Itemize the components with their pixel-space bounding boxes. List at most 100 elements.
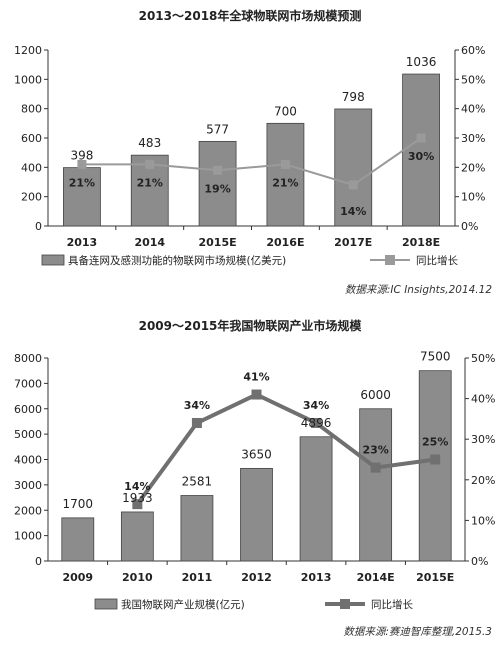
bar-value-label: 6000 [360,388,391,402]
x-tick-label: 2011 [182,571,213,584]
y-tick-label: 6000 [14,403,42,416]
bar [359,408,393,562]
chart-title: 2009～2015年我国物联网产业市场规模 [139,318,363,333]
x-tick-label: 2015E [199,236,237,249]
y2-tick-label: 20% [461,161,485,174]
bar-value-label: 398 [70,149,93,163]
bar [402,73,440,227]
chart-1: 2013～2018年全球物联网市场规模预测 0 200 400 600 800 1000 12… [14,8,492,296]
growth-label: 21% [69,176,95,189]
legend-bar-label: 我国物联网产业规模(亿元) [121,598,245,611]
x-tick-label: 2013 [301,571,332,584]
x-tick-label: 2014E [357,571,395,584]
growth-label: 25% [422,436,448,449]
growth-marker [145,159,155,169]
source-note: 数据来源:赛迪智库整理,2015.3 [343,626,492,638]
bar [334,108,373,227]
x-tick-label: 2015E [416,571,454,584]
chart-title: 2013～2018年全球物联网市场规模预测 [139,8,362,23]
growth-marker [77,159,87,169]
y2-tick-label: 50% [471,352,495,365]
bar [180,495,214,562]
growth-line [81,137,422,187]
growth-marker [213,165,223,175]
bar-value-label: 483 [138,136,161,150]
growth-label: 41% [243,371,269,384]
growth-label: 14% [124,480,150,493]
growth-label: 14% [340,205,366,218]
y2-tick-label: 40% [461,103,485,116]
growth-marker [191,417,202,428]
y2-tick-label: 40% [471,393,495,406]
growth-label: 30% [408,150,434,163]
growth-label: 19% [204,182,230,195]
growth-label: 34% [303,399,329,412]
growth-line [135,392,436,506]
bar [198,140,237,227]
growth-label: 23% [362,444,388,457]
legend-line-marker [340,599,350,609]
bar [240,467,273,562]
x-tick-label: 2009 [62,571,93,584]
legend-bar-swatch [41,254,65,266]
y2-tick-label: 20% [471,474,495,487]
y-tick-label: 4000 [14,454,42,467]
y-tick-label: 1000 [14,73,42,86]
legend-line-label: 同比增长 [416,254,458,267]
y-tick-label: 400 [21,161,42,174]
bar [61,517,95,562]
legend-bar-swatch [94,598,118,610]
growth-marker [280,159,290,169]
y2-tick-label: 0% [461,220,478,233]
growth-marker [311,417,322,428]
growth-marker [132,499,143,510]
source-note: 数据来源:IC Insights,2014.12 [345,284,492,296]
growth-marker [348,180,358,190]
legend-line-marker [385,255,395,265]
y2-tick-label: 30% [471,433,495,446]
bar [63,167,101,227]
y-tick-label: 0 [35,555,42,568]
x-tick-label: 2014 [134,236,165,249]
growth-marker [416,133,426,143]
legend: 我国物联网产业规模(亿元) 同比增长 [94,598,413,611]
y-tick-label: 1000 [14,530,42,543]
growth-label: 21% [137,176,163,189]
x-tick-label: 2013 [67,236,98,249]
y-tick-label: 600 [21,132,42,145]
y2-tick-label: 0% [471,555,488,568]
y2-tick-label: 60% [461,44,485,57]
legend-bar-label: 具备连网及感测功能的物联网市场规模(亿美元) [68,254,286,267]
chart-2: 2009～2015年我国物联网产业市场规模 0 1000 2000 3000 4000 50… [14,318,495,638]
growth-marker [370,462,381,473]
y-tick-label: 2000 [14,504,42,517]
bar [266,122,305,227]
y-tick-label: 8000 [14,352,42,365]
legend-line-label: 同比增长 [371,598,413,611]
x-tick-label: 2012 [241,571,272,584]
y2-tick-label: 10% [471,514,495,527]
x-tick-label: 2010 [122,571,153,584]
bar-value-label: 798 [342,90,365,104]
y-tick-label: 1200 [14,44,42,57]
y2-tick-label: 30% [461,132,485,145]
growth-label: 21% [272,176,298,189]
y2-tick-label: 10% [461,191,485,204]
bar-value-label: 700 [274,104,297,118]
x-tick-label: 2016E [266,236,304,249]
y-tick-label: 7000 [14,377,42,390]
bar-value-label: 577 [206,122,229,136]
bar-value-label: 1036 [406,55,437,69]
growth-label: 34% [184,399,210,412]
y-tick-label: 800 [21,103,42,116]
x-tick-label: 2018E [402,236,440,249]
x-tick-label: 2017E [334,236,372,249]
y-tick-label: 3000 [14,479,42,492]
growth-marker [430,454,441,465]
bar-value-label: 2581 [182,475,213,489]
growth-marker [251,389,262,400]
bar-value-label: 4896 [301,416,332,430]
bar [120,511,154,562]
legend: 具备连网及感测功能的物联网市场规模(亿美元) 同比增长 [41,254,458,267]
